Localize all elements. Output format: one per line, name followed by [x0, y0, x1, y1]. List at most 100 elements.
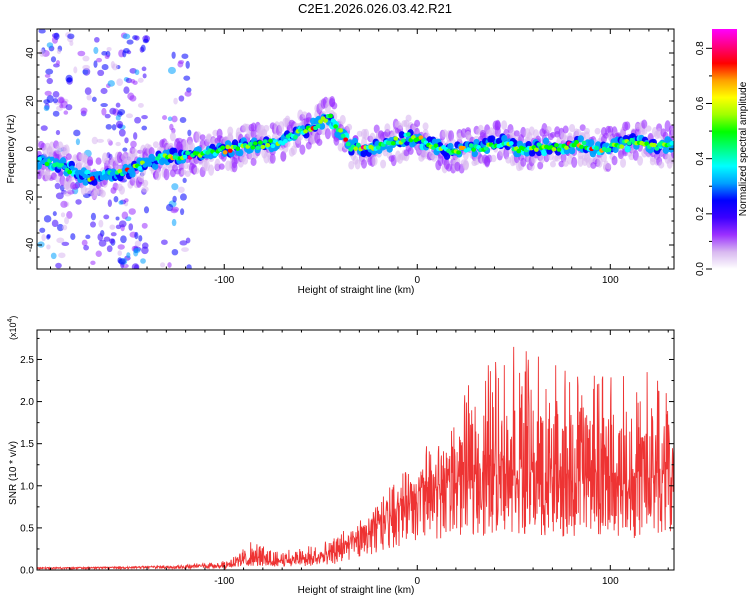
noise-dot [82, 64, 91, 70]
y-tick-label: 0.0 [20, 566, 34, 577]
noise-dot [134, 240, 142, 247]
colorbar-bar [712, 29, 737, 269]
noise-dot [104, 54, 110, 59]
ridge-peak [318, 119, 323, 124]
noise-dot [117, 250, 122, 256]
halo-dot [611, 155, 618, 166]
noise-dot [109, 224, 116, 230]
halo-dot [549, 160, 556, 168]
ridge-cell [151, 162, 159, 170]
ridge-peak [581, 140, 587, 146]
noise-dot [100, 87, 108, 95]
noise-dot [100, 102, 108, 108]
noise-dot [143, 206, 150, 214]
ridge-peak [220, 145, 226, 150]
y-tick-label: 1.5 [20, 439, 34, 450]
ridge-peak [483, 146, 489, 151]
y-tick-label: 2.5 [20, 355, 34, 366]
noise-dot [126, 252, 131, 259]
colorbar: 0.0 0.2 0.4 0.6 0.8 Normalized spectral ampl… [695, 29, 749, 276]
noise-dot [40, 125, 48, 131]
halo-dot [199, 134, 206, 141]
noise-dot [115, 224, 122, 230]
ridge-peak [579, 144, 584, 150]
halo-dot [172, 164, 179, 172]
noise-dot [52, 110, 60, 117]
noise-dot [93, 46, 99, 54]
noise-dot [90, 221, 96, 228]
noise-dot [91, 96, 97, 103]
halo-dot [448, 130, 455, 142]
ridge-peak [551, 147, 557, 152]
noise-dot [55, 60, 60, 66]
noise-dot [140, 258, 146, 264]
ridge-peak [37, 156, 42, 162]
halo-dot [44, 169, 51, 180]
halo-dot [263, 124, 270, 132]
ridge-peak [283, 138, 288, 144]
noise-dot [179, 116, 187, 123]
noise-dot [53, 32, 60, 40]
halo-dot [605, 163, 612, 170]
noise-dot [97, 69, 105, 77]
ridge-cell [587, 139, 595, 147]
noise-dot [101, 107, 107, 116]
noise-dot [140, 44, 146, 52]
halo-dot [184, 170, 191, 177]
noise-dot [141, 114, 148, 120]
noise-dot [55, 192, 64, 200]
halo-dot [208, 164, 215, 176]
noise-dot [187, 129, 192, 137]
halo-dot [169, 132, 176, 142]
halo-dot [569, 123, 576, 133]
noise-dot [46, 42, 54, 48]
halo-dot [269, 153, 276, 164]
noise-dot [98, 239, 107, 247]
noise-dot [118, 220, 127, 228]
halo-dot [250, 157, 257, 167]
ridge-cell [237, 149, 244, 157]
ridge-peak [260, 144, 266, 150]
halo-dot [121, 153, 128, 161]
noise-dot [167, 116, 173, 122]
noise-dot [118, 258, 126, 265]
noise-dot [50, 56, 57, 63]
noise-dot [124, 137, 129, 144]
noise-dot [121, 211, 129, 220]
colorbar-tick-label: 0.2 [695, 206, 706, 220]
ridge-peak [250, 145, 256, 150]
noise-dot [125, 113, 134, 119]
noise-dot [58, 252, 66, 259]
colorbar-tick-label: 0.0 [695, 262, 706, 276]
snr-multiplier-base: (x10 [8, 322, 18, 340]
ridge-peak [574, 139, 579, 145]
halo-dot [641, 128, 648, 135]
noise-dot [43, 215, 52, 223]
noise-dot [161, 239, 168, 245]
ridge-peak [102, 174, 108, 179]
noise-dot [106, 245, 113, 253]
ridge-peak [654, 146, 660, 151]
noise-dot [39, 49, 46, 57]
ridge-peak [594, 145, 599, 151]
noise-dot [70, 233, 76, 241]
ridge-peak [293, 135, 298, 140]
ridge-peak [97, 171, 103, 176]
noise-dot [162, 115, 168, 121]
ridge-peak [265, 143, 271, 148]
noise-dot [44, 73, 51, 78]
noise-dot [52, 91, 60, 98]
halo-dot [637, 155, 644, 166]
noise-dot [179, 193, 187, 201]
halo-dot [562, 160, 569, 167]
halo-dot [513, 130, 520, 137]
noise-dot [117, 244, 125, 250]
ridge-peak [343, 137, 349, 142]
noise-dot [141, 125, 148, 131]
ridge-peak [49, 156, 55, 161]
ridge-peak [44, 161, 50, 167]
noise-dot [82, 55, 90, 62]
noise-dot [186, 264, 192, 269]
noise-dot [185, 60, 190, 69]
noise-dot [141, 186, 149, 193]
